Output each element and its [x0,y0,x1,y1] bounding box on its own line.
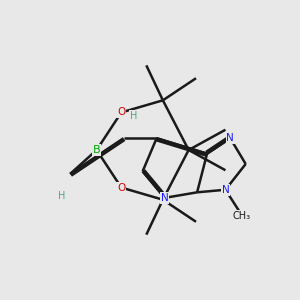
Text: N: N [226,133,234,143]
Text: CH₃: CH₃ [233,211,251,220]
Text: N: N [222,185,229,195]
Text: O: O [117,107,125,118]
Text: N: N [161,193,169,203]
Text: B: B [93,145,101,155]
Text: O: O [117,182,125,193]
Text: H: H [130,111,137,121]
Text: H: H [58,191,65,201]
